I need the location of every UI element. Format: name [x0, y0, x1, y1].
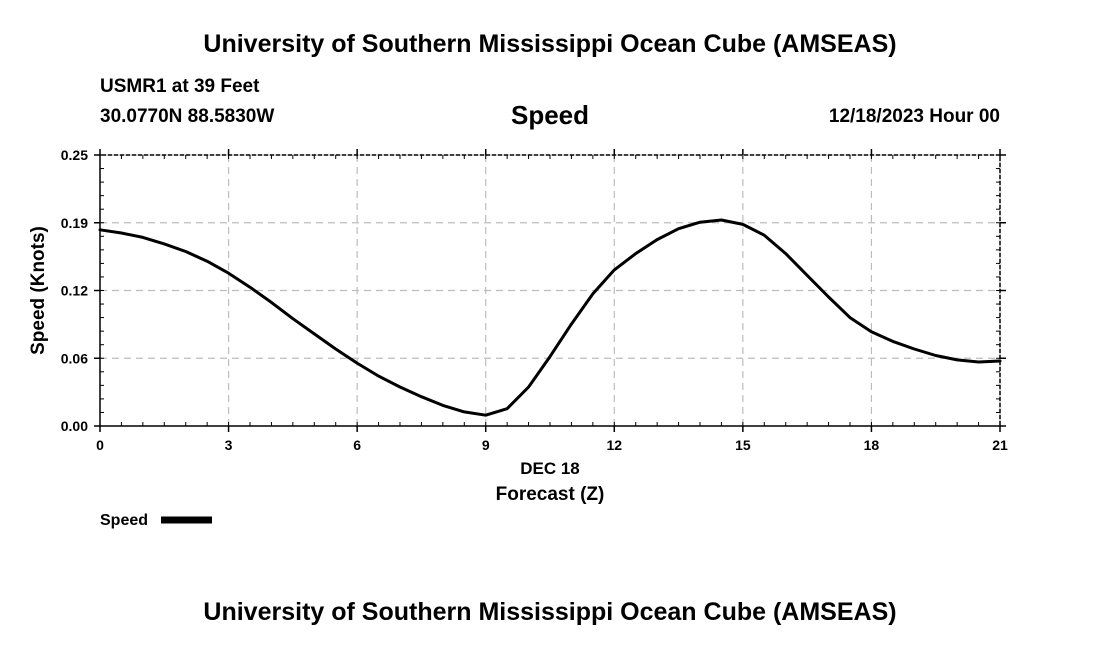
station-label: USMR1 at 39 Feet — [100, 76, 260, 97]
y-tick-labels: 0.00 0.06 0.12 0.19 0.25 — [61, 147, 88, 434]
speed-series-line — [98, 218, 1002, 417]
x-tick-label: 18 — [864, 437, 880, 453]
coordinates-label: 30.0770N 88.5830W — [100, 106, 275, 127]
y-axis-label: Speed (Knots) — [28, 226, 49, 355]
x-tick-label: 12 — [606, 437, 622, 453]
y-tick-label: 0.25 — [61, 147, 88, 163]
major-ticks — [94, 149, 1006, 432]
x-tick-labels: 0 3 6 9 12 15 18 21 — [96, 437, 1008, 453]
minor-ticks — [99, 154, 1001, 427]
footer-title: University of Southern Mississippi Ocean… — [203, 598, 897, 626]
legend-label: Speed — [100, 512, 148, 529]
grid — [100, 155, 1000, 426]
y-tick-label: 0.12 — [61, 283, 88, 299]
y-tick-label: 0.06 — [61, 350, 88, 366]
x-tick-label: 0 — [96, 437, 104, 453]
chart-title: Speed — [510, 100, 590, 130]
x-axis-date-label: DEC 18 — [520, 459, 580, 478]
y-tick-label: 0.19 — [61, 215, 88, 231]
x-tick-label: 21 — [992, 437, 1008, 453]
x-tick-label: 9 — [482, 437, 490, 453]
forecast-date-label: 12/18/2023 Hour 00 — [828, 106, 1000, 127]
x-axis-label: Forecast (Z) — [496, 484, 605, 505]
y-tick-label: 0.00 — [61, 418, 88, 434]
x-tick-label: 3 — [225, 437, 233, 453]
page-title: University of Southern Mississippi Ocean… — [203, 30, 897, 58]
x-tick-label: 15 — [735, 437, 751, 453]
x-tick-label: 6 — [353, 437, 361, 453]
